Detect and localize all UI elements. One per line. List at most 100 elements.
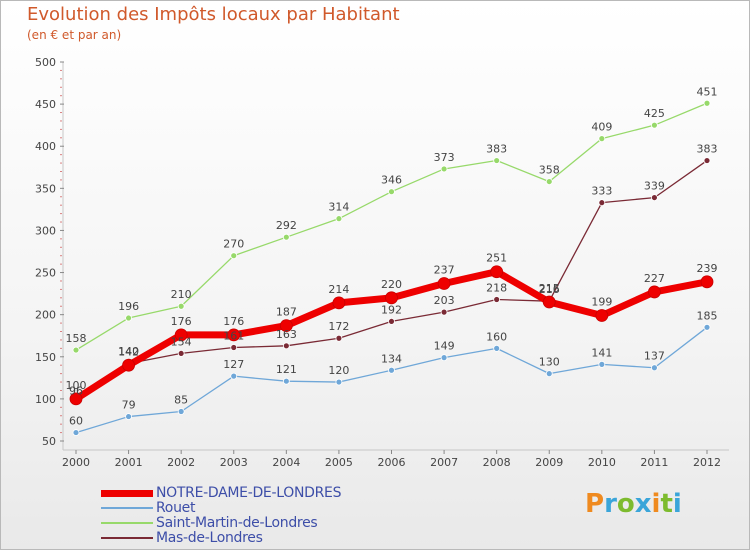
data-label-mas-de-londres: 192 xyxy=(381,303,402,316)
data-point-rouet xyxy=(335,378,343,386)
y-tick-label: 350 xyxy=(35,182,56,195)
data-point-saint-martin xyxy=(335,215,343,223)
data-label-mas-de-londres: 172 xyxy=(328,320,349,333)
x-tick-label: 2007 xyxy=(430,456,458,469)
data-label-notre-dame: 214 xyxy=(328,283,349,296)
data-point-notre-dame xyxy=(174,328,188,342)
x-tick-label: 2000 xyxy=(62,456,90,469)
data-label-notre-dame: 239 xyxy=(697,262,718,275)
logo-letter: o xyxy=(616,489,635,519)
x-tick-label: 2003 xyxy=(220,456,248,469)
data-point-saint-martin xyxy=(545,178,553,185)
legend-swatch-saint-martin xyxy=(101,522,153,524)
data-point-rouet xyxy=(545,370,553,378)
data-point-mas-de-londres xyxy=(651,194,658,201)
legend-label-saint-martin: Saint-Martin-de-Londres xyxy=(156,515,318,531)
data-point-notre-dame xyxy=(542,295,556,309)
logo-letter: i xyxy=(672,489,682,519)
legend-label-rouet: Rouet xyxy=(156,500,196,516)
data-label-notre-dame: 199 xyxy=(591,296,612,309)
data-label-mas-de-londres: 203 xyxy=(434,294,455,307)
data-label-rouet: 149 xyxy=(434,340,455,353)
data-label-notre-dame: 227 xyxy=(644,272,665,285)
data-label-mas-de-londres: 333 xyxy=(591,185,612,198)
data-point-saint-martin xyxy=(177,302,185,310)
data-label-rouet: 85 xyxy=(174,394,188,407)
x-tick-label: 2001 xyxy=(115,456,143,469)
logo-letter: P xyxy=(585,489,605,519)
y-tick-label: 450 xyxy=(35,98,56,111)
data-label-mas-de-londres: 216 xyxy=(539,283,560,296)
proxiti-logo: Proxiti xyxy=(585,489,682,519)
data-label-notre-dame: 176 xyxy=(223,315,244,328)
y-tick-label: 250 xyxy=(35,267,56,280)
data-label-mas-de-londres: 218 xyxy=(486,282,507,295)
data-point-saint-martin xyxy=(598,135,606,143)
x-tick-label: 2004 xyxy=(272,456,300,469)
legend-swatch-notre-dame xyxy=(101,490,153,497)
data-point-saint-martin xyxy=(651,121,658,129)
data-label-notre-dame: 100 xyxy=(66,379,87,392)
data-label-rouet: 141 xyxy=(591,346,612,359)
data-point-mas-de-londres xyxy=(230,344,238,351)
data-label-saint-martin: 425 xyxy=(644,107,665,120)
data-label-saint-martin: 292 xyxy=(276,219,297,232)
data-point-rouet xyxy=(72,429,80,436)
x-tick-label: 2011 xyxy=(640,456,668,469)
logo-letter: i xyxy=(651,489,661,519)
data-point-rouet xyxy=(230,372,238,380)
data-label-notre-dame: 140 xyxy=(118,345,139,358)
data-point-mas-de-londres xyxy=(388,318,395,325)
x-tick-label: 2009 xyxy=(535,456,563,469)
data-label-mas-de-londres: 96 xyxy=(69,384,83,397)
data-point-mas-de-londres xyxy=(493,296,501,303)
data-label-mas-de-londres: 142 xyxy=(118,346,139,359)
data-point-notre-dame xyxy=(648,285,661,299)
data-label-saint-martin: 383 xyxy=(486,143,507,156)
data-label-saint-martin: 409 xyxy=(591,121,612,134)
data-label-notre-dame: 251 xyxy=(486,252,507,265)
data-label-mas-de-londres: 154 xyxy=(171,335,192,348)
data-label-mas-de-londres: 339 xyxy=(644,180,665,193)
data-point-rouet xyxy=(493,344,501,352)
chart-subtitle: (en € et par an) xyxy=(27,28,122,42)
data-label-mas-de-londres: 383 xyxy=(697,143,718,156)
data-point-rouet xyxy=(703,323,711,331)
y-tick-label: 500 xyxy=(35,56,56,69)
logo-letter: r xyxy=(604,489,617,519)
data-point-notre-dame xyxy=(700,275,714,289)
data-point-mas-de-londres xyxy=(282,342,290,350)
data-point-saint-martin xyxy=(125,314,132,322)
data-point-rouet xyxy=(440,354,448,362)
x-tick-label: 2005 xyxy=(325,456,353,469)
data-point-notre-dame xyxy=(490,265,504,279)
data-label-saint-martin: 270 xyxy=(223,238,244,251)
data-point-notre-dame xyxy=(332,296,346,310)
x-tick-label: 2006 xyxy=(378,456,406,469)
data-label-rouet: 160 xyxy=(486,330,507,343)
data-point-notre-dame xyxy=(69,392,83,406)
data-label-mas-de-londres: 161 xyxy=(223,330,244,343)
data-point-notre-dame xyxy=(279,319,293,333)
data-label-saint-martin: 314 xyxy=(328,201,349,214)
data-point-notre-dame xyxy=(595,309,609,322)
data-point-notre-dame xyxy=(385,291,398,305)
data-label-notre-dame: 220 xyxy=(381,278,402,291)
series-layer xyxy=(69,99,714,436)
x-tick-label: 2012 xyxy=(693,456,721,469)
data-label-rouet: 137 xyxy=(644,350,665,363)
y-tick-label: 50 xyxy=(42,435,56,448)
data-point-mas-de-londres xyxy=(703,157,711,164)
y-tick-label: 100 xyxy=(35,393,56,406)
y-tick-label: 200 xyxy=(35,309,56,322)
data-point-mas-de-londres xyxy=(177,350,185,357)
data-point-mas-de-londres xyxy=(335,334,343,342)
data-label-mas-de-londres: 163 xyxy=(276,328,297,341)
data-point-notre-dame xyxy=(227,328,241,342)
chart-title: Evolution des Impôts locaux par Habitant xyxy=(27,4,400,25)
legend-swatch-rouet xyxy=(101,507,153,509)
data-point-rouet xyxy=(125,413,132,420)
legend-label-notre-dame: NOTRE-DAME-DE-LONDRES xyxy=(156,485,342,501)
